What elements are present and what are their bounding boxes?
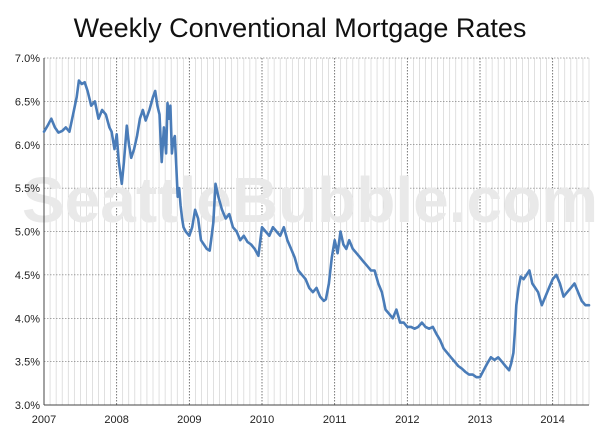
x-tick-label: 2009 <box>177 414 201 426</box>
x-tick-label: 2012 <box>395 414 419 426</box>
x-tick-label: 2007 <box>32 414 56 426</box>
x-tick-label: 2008 <box>104 414 128 426</box>
mortgage-rate-line <box>42 79 591 379</box>
y-tick-label: 5.5% <box>15 183 40 195</box>
x-tick-labels: 2007 2008 2009 2010 2011 2012 2013 2014 <box>32 414 565 426</box>
y-tick-label: 3.5% <box>15 357 40 369</box>
x-tick-label: 2013 <box>468 414 492 426</box>
y-tick-label: 7.0% <box>15 53 40 65</box>
watermark: SeattleBubble.com <box>22 164 598 236</box>
y-tick-label: 4.5% <box>15 270 40 282</box>
x-tick-label: 2011 <box>323 414 347 426</box>
y-tick-labels: 3.0% 3.5% 4.0% 4.5% 5.0% 5.5% 6.0% 6.5% 7.0% <box>15 53 40 412</box>
y-tick-label: 5.0% <box>15 227 40 239</box>
x-tick-label: 2010 <box>250 414 274 426</box>
x-tick-label: 2014 <box>540 414 564 426</box>
y-tick-label: 6.0% <box>15 140 40 152</box>
chart-title: Weekly Conventional Mortgage Rates <box>74 13 527 43</box>
y-tick-label: 4.0% <box>15 313 40 325</box>
series-group <box>42 79 591 379</box>
y-tick-label: 6.5% <box>15 96 40 108</box>
axes <box>43 58 589 406</box>
y-tick-label: 3.0% <box>15 400 40 412</box>
